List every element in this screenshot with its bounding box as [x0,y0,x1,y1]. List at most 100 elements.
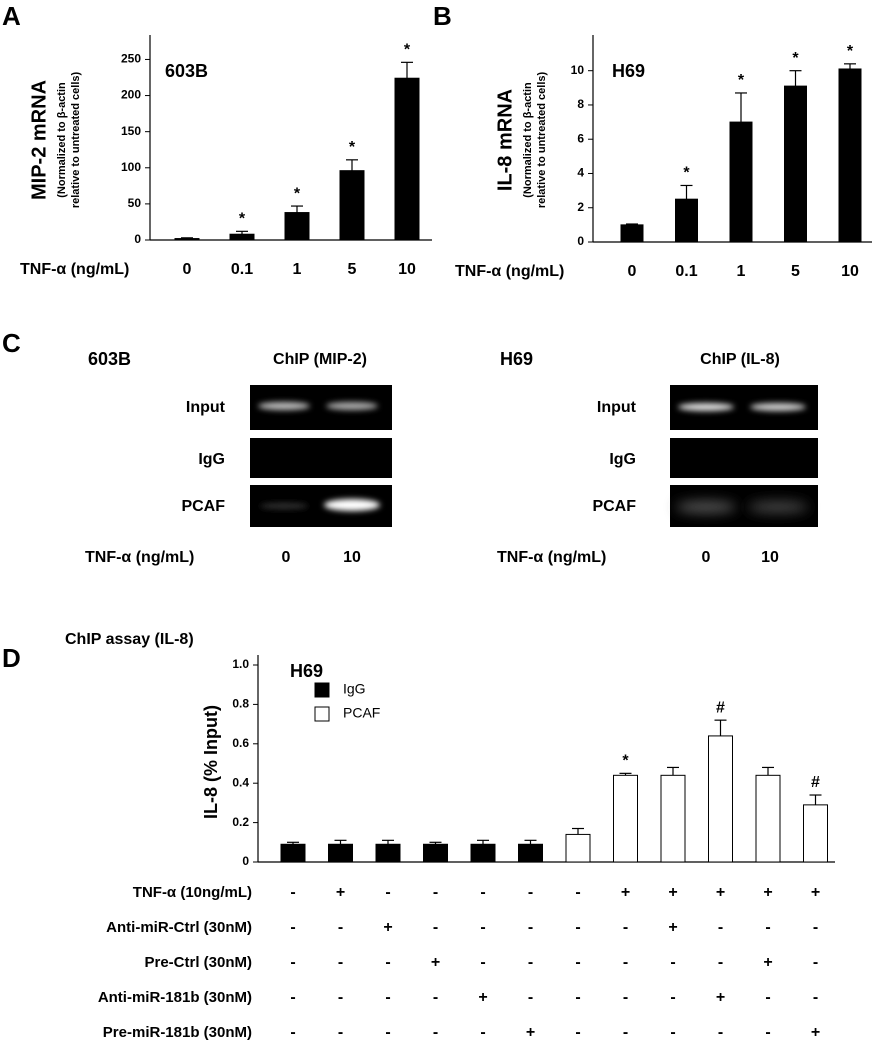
gel-title: ChIP (MIP-2) [273,351,367,368]
bar [729,121,753,243]
bar [284,212,310,241]
x-axis-label: TNF-α (ng/mL) [455,263,564,280]
significance-marker: * [294,185,301,202]
x-tick-label: 10 [841,263,859,280]
bar [675,198,698,243]
condition-sign: - [338,954,343,971]
condition-sign: - [528,954,533,971]
condition-sign: - [385,1024,390,1041]
condition-sign: - [480,954,485,971]
bar [660,774,686,863]
gel-lane-label: 10 [761,549,779,566]
significance-marker: * [683,165,690,182]
y-tick-label: 8 [577,97,584,111]
condition-sign: - [290,989,295,1006]
y-axis-label: IL-8 (% Input) [201,705,221,819]
condition-sign: - [480,884,485,901]
condition-sign: - [813,989,818,1006]
y-tick-label: 250 [121,52,141,66]
y-tick-label: 0.4 [232,775,249,789]
y-axis-note: (Normalized to β-actin [522,82,534,198]
gel-cell: H69 [500,349,533,369]
significance-marker: # [716,699,725,716]
x-tick-label: 5 [348,261,357,278]
bar [708,735,733,863]
y-tick-label: 0.6 [232,736,249,750]
gel-cell: 603B [88,349,131,369]
condition-sign: - [718,919,723,936]
condition-sign: - [765,1024,770,1041]
gel-treatment-label: TNF-α (ng/mL) [497,549,606,566]
x-tick-label: 0 [628,263,637,280]
x-tick-label: 5 [791,263,800,280]
condition-label: Pre-Ctrl (30nM) [144,954,252,971]
gel-bands [676,403,808,513]
condition-sign: + [763,954,772,971]
condition-sign: - [670,1024,675,1041]
condition-sign: - [623,1024,628,1041]
condition-sign: - [813,954,818,971]
condition-sign: - [670,954,675,971]
y-tick-label: 0 [134,232,141,246]
bar [620,224,644,243]
y-axis-note: relative to untreated cells) [536,72,548,209]
condition-sign: + [336,884,345,901]
legend-swatch [314,706,330,722]
condition-sign: - [338,919,343,936]
bar [423,843,448,863]
condition-sign: + [478,989,487,1006]
condition-sign: + [811,884,820,901]
condition-label: Pre-miR-181b (30nM) [103,1024,252,1041]
significance-marker: * [404,42,411,59]
bar [613,774,638,863]
condition-sign: - [433,1024,438,1041]
gel-strip [670,438,818,478]
chart-title: ChIP assay (IL-8) [65,631,194,648]
bar [838,68,862,243]
bar [518,843,543,863]
bar [394,77,420,241]
y-tick-label: 50 [128,196,142,210]
condition-label: Anti-miR-Ctrl (30nM) [106,919,252,936]
condition-sign: - [575,919,580,936]
gel-lane-label: 10 [343,549,361,566]
significance-marker: * [847,43,854,60]
condition-sign: + [526,1024,535,1041]
gel-treatment-label: TNF-α (ng/mL) [85,549,194,566]
annotation: 603B [165,61,208,81]
annotation: H69 [290,661,323,681]
annotation: H69 [612,61,645,81]
condition-sign: - [528,919,533,936]
gel-row-label: IgG [609,451,636,468]
panel-label: A [2,1,21,31]
significance-marker: * [239,211,246,228]
y-tick-label: 2 [577,200,584,214]
bar [339,170,365,241]
y-axis-note: relative to untreated cells) [70,72,82,209]
condition-label: TNF-α (10ng/mL) [133,884,252,901]
significance-marker: * [792,50,799,67]
condition-sign: + [668,919,677,936]
condition-sign: + [668,884,677,901]
condition-sign: + [383,919,392,936]
condition-sign: - [718,954,723,971]
condition-sign: + [763,884,772,901]
condition-sign: - [528,884,533,901]
significance-marker: # [811,774,820,791]
condition-sign: - [433,884,438,901]
condition-sign: - [433,919,438,936]
condition-sign: + [811,1024,820,1041]
condition-sign: - [623,954,628,971]
condition-sign: - [623,919,628,936]
legend-label: IgG [343,681,366,697]
y-tick-label: 6 [577,131,584,145]
condition-label: Anti-miR-181b (30nM) [98,989,252,1006]
condition-sign: - [480,919,485,936]
condition-sign: - [575,989,580,1006]
gel-panel: 603B ChIP (MIP-2) Input IgG PCAF TNF-α (… [85,349,818,566]
gel-lane-label: 0 [282,549,291,566]
y-tick-label: 150 [121,124,141,138]
bar [280,843,306,863]
condition-sign: - [433,989,438,1006]
